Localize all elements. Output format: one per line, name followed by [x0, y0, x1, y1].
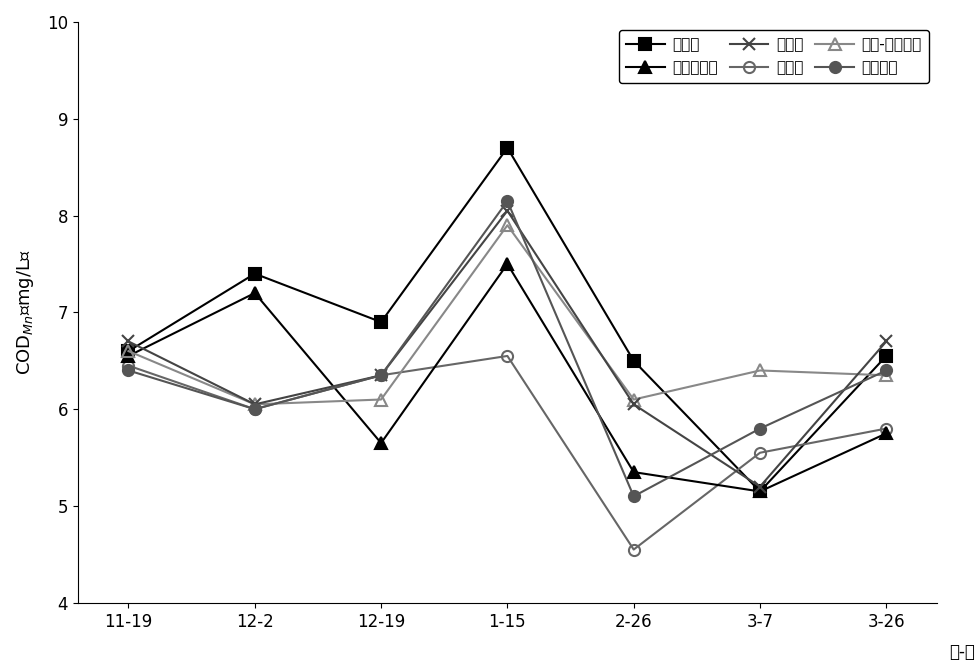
Line: 茸草-伊乐藻区: 茸草-伊乐藻区	[123, 220, 892, 410]
多种植物区	[628, 468, 640, 476]
伊乐藻区	[628, 493, 640, 501]
茸草区	[754, 482, 765, 491]
对照区	[501, 352, 513, 360]
茸草区	[123, 337, 135, 345]
敏水区	[375, 318, 387, 326]
茸草-伊乐藻区	[249, 401, 260, 409]
茸草区	[501, 207, 513, 215]
Line: 敏水区: 敏水区	[123, 142, 892, 497]
多种植物区	[880, 429, 892, 437]
对照区	[123, 362, 135, 370]
敏水区	[123, 347, 135, 355]
多种植物区	[375, 439, 387, 447]
对照区	[628, 546, 640, 554]
茸草-伊乐藻区	[754, 366, 765, 374]
伊乐藻区	[501, 197, 513, 205]
伊乐藻区	[880, 366, 892, 374]
敏水区	[501, 144, 513, 152]
茸草-伊乐藻区	[375, 396, 387, 404]
茸草-伊乐藻区	[123, 347, 135, 355]
多种植物区	[501, 260, 513, 268]
茸草区	[880, 337, 892, 345]
X-axis label: 月-日: 月-日	[950, 643, 975, 661]
Line: 多种植物区: 多种植物区	[123, 259, 892, 497]
Y-axis label: COD$_{Mn}$（mg/L）: COD$_{Mn}$（mg/L）	[15, 249, 36, 375]
对照区	[754, 449, 765, 457]
敏水区	[880, 352, 892, 360]
多种植物区	[249, 289, 260, 297]
Legend: 敏水区, 多种植物区, 茸草区, 对照区, 茸草-伊乐藻区, 伊乐藻区: 敏水区, 多种植物区, 茸草区, 对照区, 茸草-伊乐藻区, 伊乐藻区	[619, 30, 929, 83]
Line: 茸草区: 茸草区	[122, 204, 892, 493]
茸草-伊乐藻区	[628, 396, 640, 404]
敏水区	[628, 357, 640, 365]
茸草-伊乐藻区	[501, 221, 513, 229]
茸草-伊乐藻区	[880, 371, 892, 379]
伊乐藻区	[249, 405, 260, 413]
茸草区	[249, 401, 260, 409]
茸草区	[628, 401, 640, 409]
对照区	[880, 425, 892, 433]
多种植物区	[123, 352, 135, 360]
对照区	[375, 371, 387, 379]
对照区	[249, 405, 260, 413]
伊乐藻区	[375, 371, 387, 379]
伊乐藻区	[123, 366, 135, 374]
Line: 伊乐藻区: 伊乐藻区	[123, 196, 892, 502]
Line: 对照区: 对照区	[123, 350, 892, 555]
敏水区	[754, 487, 765, 495]
伊乐藻区	[754, 425, 765, 433]
茸草区	[375, 371, 387, 379]
敏水区	[249, 269, 260, 278]
多种植物区	[754, 487, 765, 495]
